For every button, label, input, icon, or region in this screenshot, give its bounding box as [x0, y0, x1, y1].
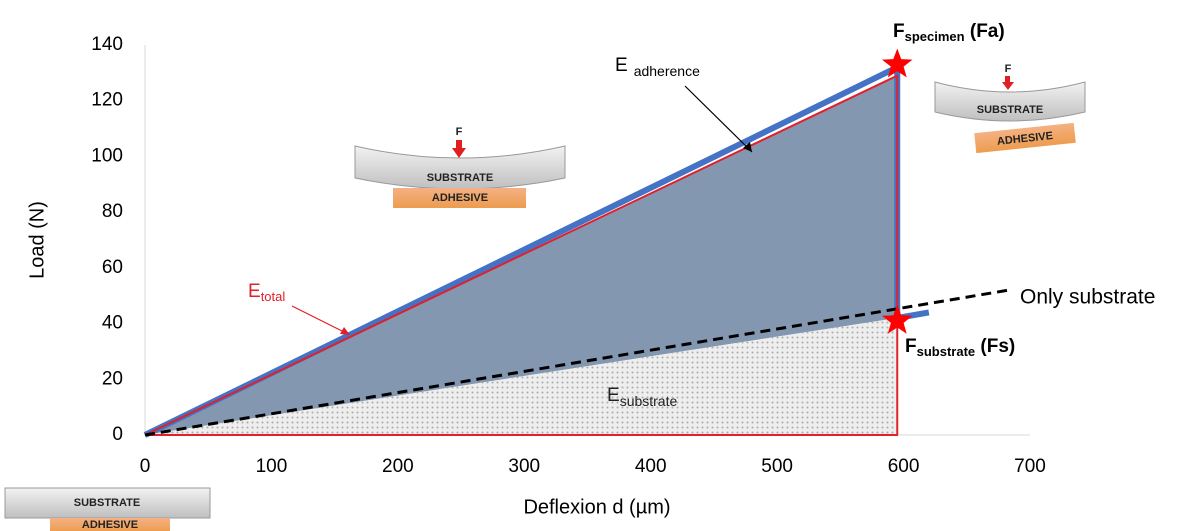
- adhesive-shape: [50, 518, 170, 531]
- line: [144, 74, 899, 436]
- y-tick-label: 20: [102, 368, 123, 389]
- adhesive-shape: [974, 122, 1076, 154]
- diagram: SUBSTRATE ADHESIVE F: [354, 126, 566, 208]
- fa-tail: (Fa): [965, 21, 1005, 42]
- arrow: [684, 85, 753, 153]
- adhesive-shape: [393, 188, 526, 208]
- adhesive-label: ADHESIVE: [996, 130, 1053, 148]
- e-main: E: [607, 385, 620, 406]
- force-label: F: [1005, 63, 1012, 75]
- force-label: F: [456, 126, 463, 138]
- arrow-head: [340, 327, 350, 335]
- fa-sub: specimen: [905, 29, 965, 44]
- e-main: E: [248, 281, 261, 302]
- y-axis-title: Load (N): [26, 201, 48, 279]
- y-tick-label: 0: [112, 424, 123, 445]
- y-tick-label: 100: [91, 145, 123, 166]
- line: [144, 288, 1009, 437]
- star-marker: [882, 304, 913, 334]
- fs-sub: substrate: [917, 344, 976, 359]
- x-tick-label: 600: [888, 456, 920, 477]
- e-sub: total: [261, 289, 286, 304]
- force-arrow: [452, 140, 466, 158]
- x-tick-label: 300: [508, 456, 540, 477]
- x-tick-label: 0: [140, 456, 151, 477]
- y-tick-label: 40: [102, 313, 123, 334]
- fs-label: Fsubstrate (Fs): [905, 336, 1015, 359]
- x-axis-title: Deflexion d (µm): [523, 496, 670, 518]
- y-tick-label: 120: [91, 90, 123, 111]
- star-marker: [882, 48, 913, 78]
- arrow: [291, 305, 347, 334]
- y-tick-label: 80: [102, 201, 123, 222]
- e-total-label: Etotal: [248, 281, 285, 304]
- substrate-shape: [354, 145, 566, 190]
- y-tick-label: 140: [91, 34, 123, 55]
- adhesive-label: ADHESIVE: [432, 192, 488, 204]
- x-tick-label: 200: [382, 456, 414, 477]
- y-tick-label: 60: [102, 257, 123, 278]
- x-tick-label: 100: [256, 456, 288, 477]
- arrow-head: [743, 142, 752, 152]
- x-tick-label: 500: [761, 456, 793, 477]
- x-tick-label: 400: [635, 456, 667, 477]
- e-sub: substrate: [620, 393, 678, 409]
- substrate-label: SUBSTRATE: [427, 172, 493, 184]
- substrate-shape: [934, 81, 1086, 122]
- substrate-shape: [4, 487, 211, 519]
- e-main: E: [615, 55, 628, 76]
- e-sub: adherence: [634, 63, 700, 79]
- substrate-label: SUBSTRATE: [977, 104, 1043, 116]
- fa-main: F: [893, 21, 905, 42]
- x-tick-label: 700: [1014, 456, 1046, 477]
- diagram: SUBSTRATE ADHESIVE: [4, 487, 211, 531]
- fs-tail: (Fs): [975, 336, 1015, 357]
- area: [145, 318, 898, 435]
- only-substrate-label: Only substrate: [1020, 286, 1155, 309]
- plot-area: 0 20 40 60 80 100 120 140 0 100 200 300 400 500 600 700: [91, 34, 1046, 477]
- adhesive-label: ADHESIVE: [82, 519, 138, 531]
- fa-label: Fspecimen (Fa): [893, 21, 1005, 44]
- force-arrow: [1002, 76, 1014, 90]
- e-substrate-label: Esubstrate: [607, 385, 677, 409]
- substrate-label: SUBSTRATE: [74, 497, 140, 509]
- fs-main: F: [905, 336, 917, 357]
- diagram: SUBSTRATE ADHESIVE F: [934, 63, 1086, 154]
